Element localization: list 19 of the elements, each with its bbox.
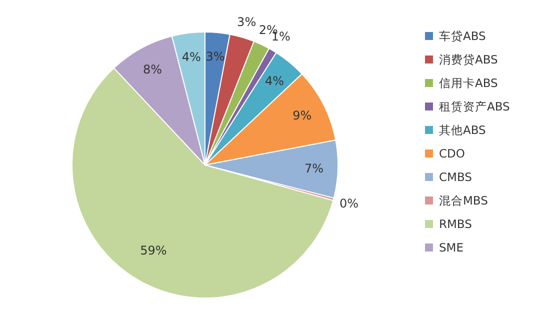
legend-label: 消费贷ABS	[439, 52, 498, 66]
legend-label: 信用卡ABS	[439, 76, 498, 90]
legend-label: 其他ABS	[439, 123, 486, 137]
data-label: 7%	[304, 161, 324, 176]
data-label: 0%	[339, 196, 358, 210]
legend-label: CDO	[439, 146, 465, 160]
legend-label: RMBS	[439, 217, 472, 231]
legend-label: 车贷ABS	[439, 29, 486, 43]
data-label: 3%	[206, 49, 225, 64]
legend-label: 混合MBS	[439, 194, 488, 208]
data-label: 4%	[182, 50, 201, 64]
legend-label: SME	[439, 240, 464, 254]
data-label: 8%	[142, 62, 162, 76]
data-label: 3%	[237, 14, 256, 29]
data-label: 9%	[292, 108, 312, 122]
data-label: 59%	[140, 243, 167, 258]
legend-label: 租赁资产ABS	[439, 100, 510, 114]
data-label: 4%	[264, 74, 284, 88]
legend-label: CMBS	[439, 170, 472, 184]
